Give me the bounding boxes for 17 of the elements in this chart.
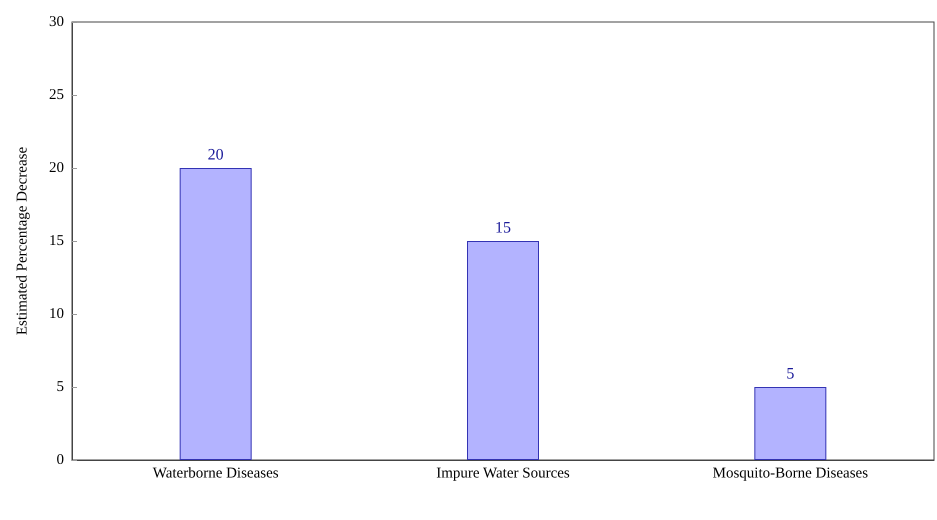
y-tick-label: 5 [56, 379, 64, 395]
y-tick-label: 20 [49, 160, 64, 176]
y-axis-title: Estimated Percentage Decrease [14, 146, 30, 336]
y-tick-label: 10 [49, 306, 64, 322]
x-tick-label: Impure Water Sources [436, 466, 570, 482]
bar [467, 241, 539, 460]
data-label: 15 [495, 220, 511, 236]
data-label: 5 [786, 366, 794, 382]
bar [180, 168, 252, 460]
y-tick-label: 30 [49, 14, 64, 30]
data-label: 20 [208, 146, 224, 164]
x-tick-label: Mosquito-Borne Diseases [712, 466, 868, 482]
y-tick-label: 25 [49, 87, 64, 103]
x-tick-label: Waterborne Diseases [152, 466, 279, 482]
y-tick-label: 15 [49, 233, 64, 249]
bar [754, 387, 826, 460]
y-tick-label: 0 [56, 452, 64, 468]
